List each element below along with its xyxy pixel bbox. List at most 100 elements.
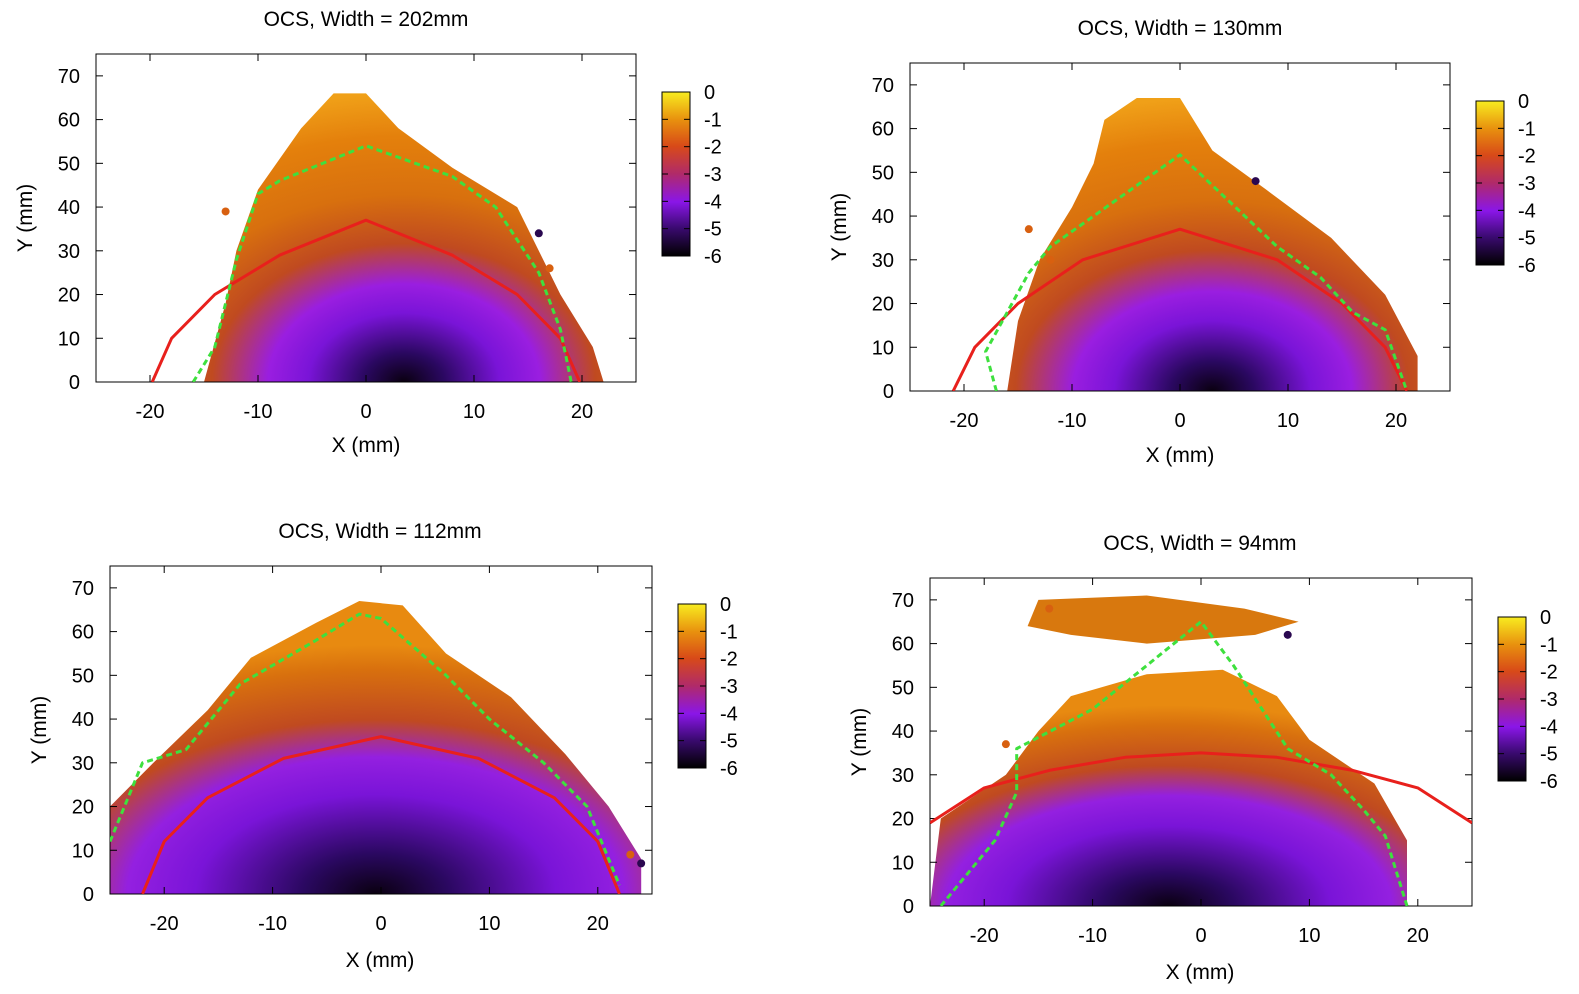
y-tick-label: 50 <box>72 665 94 687</box>
y-tick-label: 70 <box>892 590 914 612</box>
y-tick-label: 30 <box>72 753 94 775</box>
reference-arc-line <box>951 227 1409 391</box>
y-tick-label: 0 <box>83 884 94 906</box>
colorbar-tick-label: 0 <box>704 82 715 104</box>
outlier-point <box>534 229 543 238</box>
x-tick-label: -20 <box>136 401 165 423</box>
outlier-point <box>626 850 635 859</box>
x-tick-label: 10 <box>1277 410 1299 432</box>
y-tick-label: 40 <box>892 721 914 743</box>
colorbar-tick-label: -2 <box>1540 662 1558 684</box>
colorbar-tick-label: 0 <box>720 594 731 616</box>
outlier-point <box>1045 604 1054 613</box>
colorbar-tick-label: 0 <box>1518 91 1529 113</box>
x-axis-label: X (mm) <box>1146 444 1215 467</box>
heat-region-top <box>1027 595 1299 644</box>
x-tick-label: 0 <box>375 913 386 935</box>
colorbar-tick-label: -4 <box>1540 716 1558 738</box>
colorbar-tick-label: -3 <box>720 676 738 698</box>
y-tick-label: 70 <box>58 66 80 88</box>
y-tick-label: 70 <box>72 578 94 600</box>
colorbar-tick-label: -1 <box>704 109 722 131</box>
colorbar-tick-label: -6 <box>704 246 722 268</box>
y-tick-label: 10 <box>58 328 80 350</box>
y-tick-label: 30 <box>892 765 914 787</box>
colorbar-tick-label: -1 <box>720 621 738 643</box>
outlier-point <box>1283 630 1292 639</box>
y-axis-label: Y (mm) <box>848 708 871 776</box>
heat-region <box>930 669 1407 906</box>
y-tick-label: 70 <box>872 75 894 97</box>
reference-arc-line <box>930 751 1472 825</box>
y-tick-label: 60 <box>892 634 914 656</box>
x-axis-label: X (mm) <box>1166 961 1235 984</box>
y-tick-label: 30 <box>872 250 894 272</box>
colorbar-tick-label: -6 <box>720 758 738 780</box>
x-tick-label: 20 <box>1385 410 1407 432</box>
x-tick-label: -20 <box>150 913 179 935</box>
y-tick-label: 20 <box>872 294 894 316</box>
y-tick-label: 60 <box>872 119 894 141</box>
x-tick-label: 20 <box>571 401 593 423</box>
y-tick-label: 50 <box>892 677 914 699</box>
colorbar-tick-label: -4 <box>720 703 738 725</box>
y-tick-label: 40 <box>872 206 894 228</box>
chart-title: OCS, Width = 130mm <box>1078 17 1283 40</box>
outlier-point <box>545 264 554 273</box>
y-tick-label: 10 <box>892 852 914 874</box>
outlier-point <box>221 207 230 216</box>
x-tick-label: 20 <box>1407 925 1429 947</box>
heat-region <box>204 93 604 382</box>
y-tick-label: 40 <box>58 197 80 219</box>
x-axis-label: X (mm) <box>346 949 415 972</box>
x-tick-label: -10 <box>258 913 287 935</box>
x-tick-label: 0 <box>1195 925 1206 947</box>
dashed-boundary-line <box>939 620 1409 906</box>
x-tick-label: -10 <box>1078 925 1107 947</box>
colorbar-tick-label: -4 <box>1518 200 1536 222</box>
reference-arc-line <box>141 735 621 894</box>
chart-title: OCS, Width = 112mm <box>278 520 481 543</box>
dashed-boundary-line <box>191 144 573 382</box>
y-tick-label: 10 <box>72 840 94 862</box>
y-tick-label: 20 <box>892 809 914 831</box>
colorbar-tick-label: -5 <box>1518 228 1536 250</box>
x-tick-label: -20 <box>970 925 999 947</box>
y-tick-label: 60 <box>72 622 94 644</box>
outlier-point <box>1046 255 1055 264</box>
dashed-boundary-line <box>110 612 621 886</box>
outlier-point <box>1251 177 1260 186</box>
outlier-point <box>1001 740 1010 749</box>
colorbar-tick-label: -1 <box>1518 118 1536 140</box>
dashed-boundary-line <box>984 153 1409 391</box>
y-tick-label: 20 <box>72 797 94 819</box>
colorbar-tick-label: -2 <box>1518 146 1536 168</box>
x-tick-label: -10 <box>244 401 273 423</box>
x-tick-label: 20 <box>587 913 609 935</box>
colorbar-tick-label: -6 <box>1518 255 1536 277</box>
y-tick-label: 0 <box>69 372 80 394</box>
x-tick-label: -20 <box>950 410 979 432</box>
colorbar-tick-label: -6 <box>1540 771 1558 793</box>
heat-region <box>110 601 642 894</box>
heat-region <box>1007 98 1418 391</box>
colorbar-tick-label: -5 <box>1540 744 1558 766</box>
colorbar-tick-label: -1 <box>1540 634 1558 656</box>
colorbar-tick-label: -5 <box>704 219 722 241</box>
y-tick-label: 20 <box>58 285 80 307</box>
y-tick-label: 10 <box>872 337 894 359</box>
x-tick-label: 10 <box>478 913 500 935</box>
colorbar-tick-label: 0 <box>1540 607 1551 629</box>
x-tick-label: 0 <box>360 401 371 423</box>
colorbar-tick-label: -3 <box>1540 689 1558 711</box>
y-tick-label: 50 <box>58 153 80 175</box>
y-axis-label: Y (mm) <box>28 696 51 764</box>
y-tick-label: 60 <box>58 110 80 132</box>
y-tick-label: 0 <box>903 896 914 918</box>
chart-title: OCS, Width = 94mm <box>1103 532 1296 555</box>
